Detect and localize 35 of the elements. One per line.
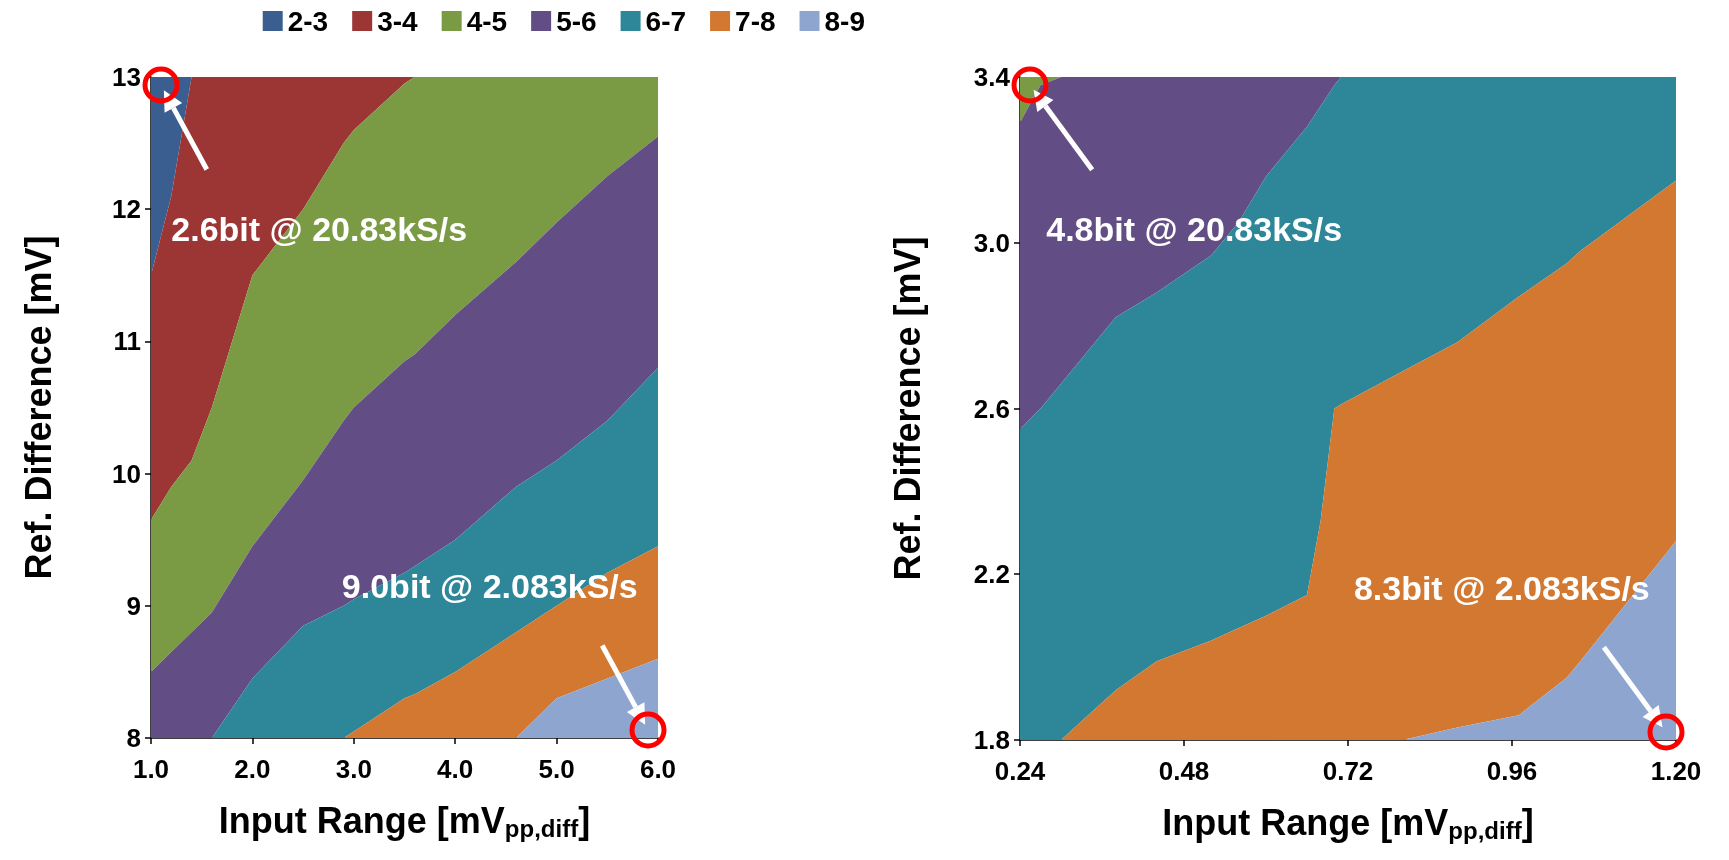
legend-label: 4-5 [466, 5, 508, 37]
y-tick-label: 11 [113, 326, 141, 357]
x-tick-label: 5.0 [538, 754, 575, 784]
x-tick-label: 6.0 [639, 754, 677, 784]
legend-label: 5-6 [556, 5, 597, 37]
legend-label: 7-8 [735, 5, 776, 37]
legend-label: 8-9 [824, 5, 865, 37]
x-tick-label: 0.24 [994, 756, 1046, 786]
y-tick-label: 2.6 [973, 393, 1010, 424]
legend-label: 2-3 [287, 5, 329, 37]
x-tick-label: 0.48 [1158, 756, 1210, 786]
x-axis-title: Input Range [mVpp,diff] [1162, 801, 1534, 844]
y-tick-label: 3.4 [973, 62, 1011, 92]
x-tick-label: 4.0 [437, 754, 474, 784]
y-tick-label: 3.0 [973, 227, 1010, 258]
x-tick-label: 0.96 [1486, 756, 1538, 786]
y-tick-label: 1.8 [973, 725, 1010, 755]
legend-label: 6-7 [645, 5, 687, 37]
y-tick-label: 10 [112, 458, 141, 489]
legend-label: 3-4 [377, 5, 419, 37]
annotation: 2.6bit @ 20.83kS/s [171, 210, 468, 249]
x-tick-label: 1.20 [1650, 756, 1702, 786]
x-tick-label: 1.0 [132, 754, 170, 784]
y-axis-title: Ref. Difference [mV] [17, 235, 59, 580]
x-tick-label: 2.0 [234, 754, 271, 784]
x-tick-label: 0.72 [1322, 756, 1374, 786]
y-tick-label: 9 [126, 590, 141, 621]
y-tick-label: 13 [112, 62, 141, 92]
annotation: 4.8bit @ 20.83kS/s [1046, 210, 1343, 249]
y-tick-label: 12 [112, 194, 141, 225]
y-tick-label: 8 [126, 723, 141, 753]
y-tick-label: 2.2 [973, 559, 1010, 590]
y-axis-title: Ref. Difference [mV] [886, 236, 928, 581]
x-tick-label: 3.0 [335, 754, 372, 784]
x-axis-title: Input Range [mVpp,diff] [218, 799, 591, 842]
